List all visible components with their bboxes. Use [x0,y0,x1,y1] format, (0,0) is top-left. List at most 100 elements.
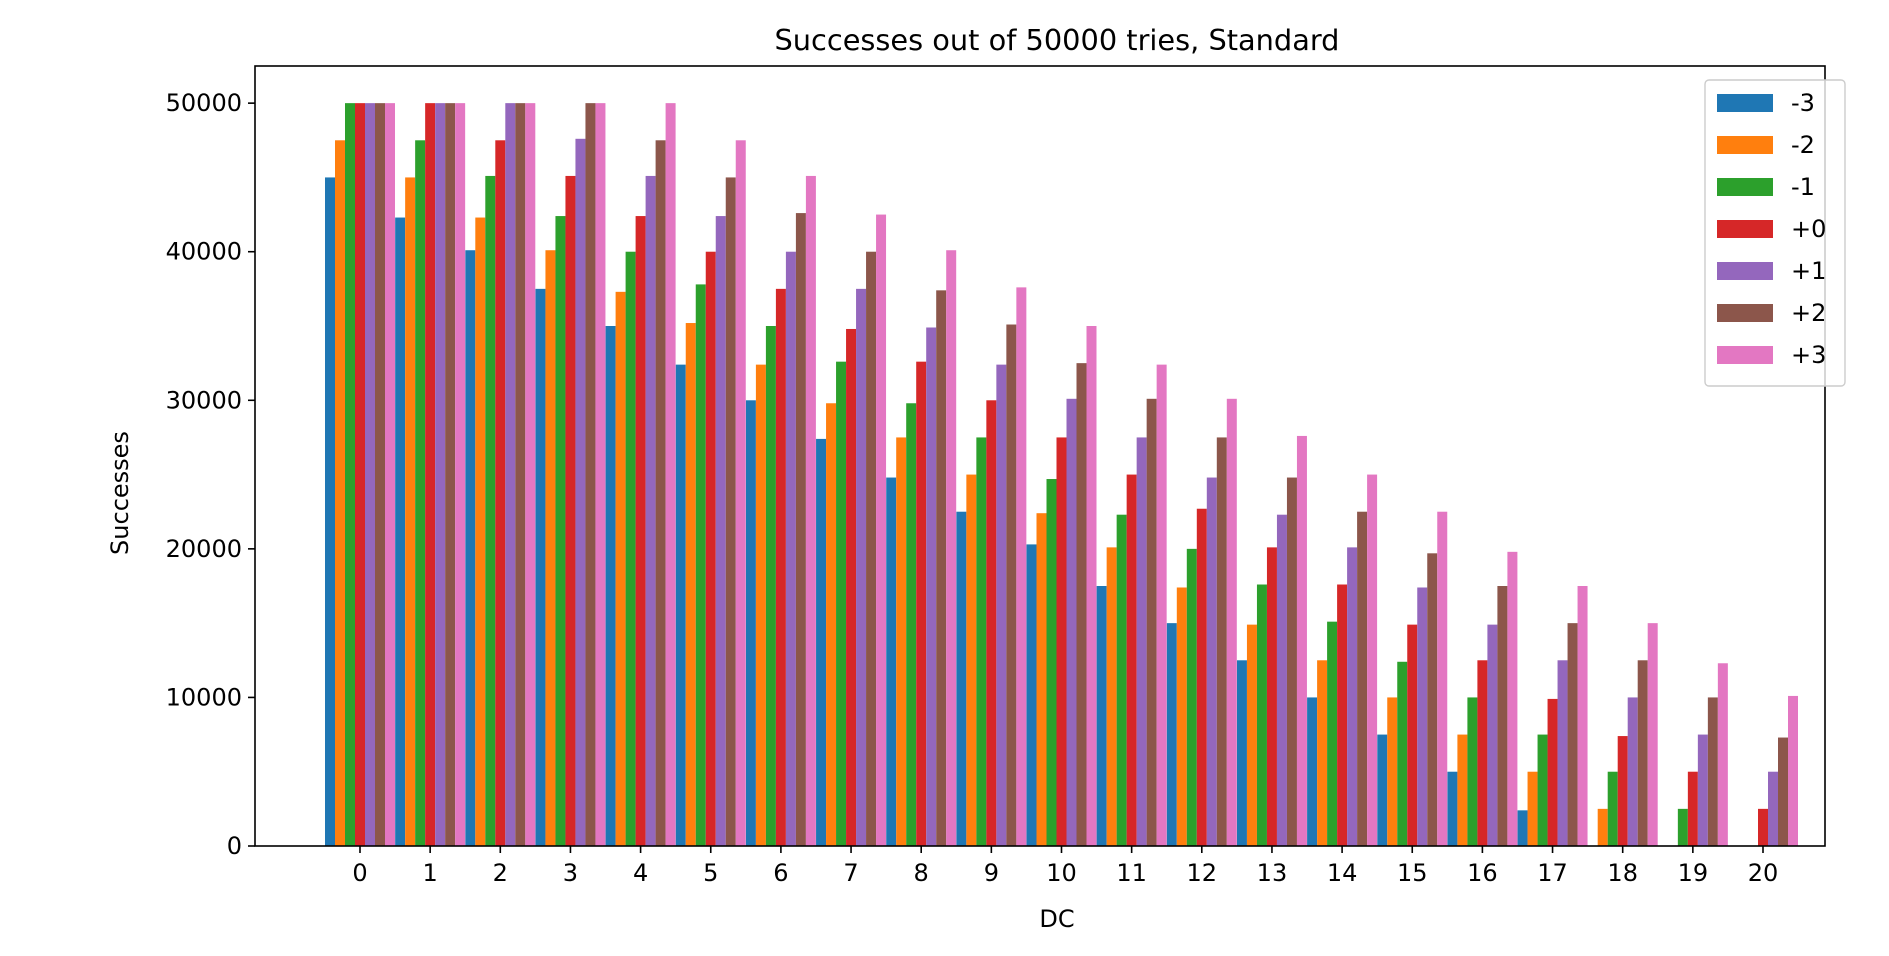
bar-dc0-series5 [375,103,385,846]
bar-dc16-series0 [1447,771,1458,846]
bar-dc6-series1 [755,364,766,846]
legend-swatch [1717,94,1773,112]
legend-label: +0 [1791,215,1826,243]
bar-dc20-series5 [1778,737,1788,846]
x-tick-label: 3 [563,859,578,887]
legend: -3 -2 -1 +0 +1 +2 +3 [1704,79,1846,387]
bar-dc18-series5 [1637,660,1648,846]
bar-dc18-series4 [1627,697,1638,846]
bar-dc4-series4 [645,175,656,846]
bar-dc11-series0 [1096,586,1107,846]
bar-dc13-series5 [1286,477,1297,846]
x-tick-label: 13 [1257,859,1288,887]
bar-dc14-series3 [1337,584,1348,846]
bar-dc14-series0 [1307,697,1318,846]
x-tick-label: 18 [1607,859,1638,887]
y-tick-label: 30000 [166,386,242,414]
bar-dc12-series0 [1166,623,1177,846]
legend-swatch [1717,346,1773,364]
bar-dc6-series3 [775,288,786,846]
bar-dc14-series1 [1317,660,1328,846]
bar-dc12-series6 [1226,398,1237,846]
bar-dc12-series5 [1216,437,1227,846]
bar-dc0-series3 [355,103,365,846]
bar-dc4-series1 [615,291,626,847]
bar-dc2-series6 [525,103,536,846]
bar-dc9-series1 [966,474,977,846]
bar-dc19-series5 [1707,697,1718,846]
x-tick-label: 0 [352,859,367,887]
bar-dc13-series3 [1266,547,1277,846]
bar-dc3-series1 [545,250,556,847]
bar-dc3-series0 [535,288,546,846]
bar-dc15-series2 [1397,661,1408,846]
x-tick-label: 8 [914,859,929,887]
bar-dc4-series6 [665,103,676,846]
legend-swatch [1717,220,1773,238]
bar-dc7-series4 [856,288,867,846]
legend-swatch [1717,136,1773,154]
y-tick-label: 10000 [166,683,242,711]
bar-dc1-series3 [425,103,436,846]
bar-dc16-series3 [1477,660,1488,846]
bar-dc15-series1 [1387,697,1398,846]
bar-dc14-series2 [1327,621,1338,846]
bar-dc10-series5 [1076,363,1087,846]
x-tick-label: 14 [1327,859,1358,887]
bar-dc5-series5 [725,177,736,846]
bar-dc4-series3 [635,216,646,846]
x-tick-label: 11 [1116,859,1147,887]
y-axis-label: Successes [106,431,134,555]
bar-dc17-series2 [1537,734,1548,846]
bar-dc6-series0 [745,400,756,846]
x-tick-label: 6 [773,859,788,887]
bar-dc18-series1 [1597,808,1608,846]
bar-dc2-series3 [495,140,506,847]
bar-dc9-series3 [986,400,997,846]
bar-dc6-series6 [805,175,816,846]
bar-dc0-series6 [385,103,395,846]
legend-swatch [1717,304,1773,322]
bar-dc5-series3 [705,251,716,846]
bar-dc10-series1 [1036,513,1047,846]
legend-label: +1 [1791,257,1826,285]
bar-dc15-series5 [1427,553,1438,846]
bar-dc18-series6 [1647,623,1658,846]
chart-title: Successes out of 50000 tries, Standard [775,23,1340,57]
bar-dc10-series2 [1046,479,1057,846]
bar-dc3-series2 [555,216,566,846]
bar-dc12-series2 [1186,548,1197,846]
bar-dc6-series4 [785,251,796,846]
legend-label: +2 [1791,299,1826,327]
bar-dc9-series6 [1016,287,1027,846]
bar-dc12-series4 [1206,477,1217,846]
bar-dc1-series5 [445,103,456,846]
bar-dc19-series4 [1697,734,1708,846]
bars-layer [325,103,1798,847]
legend-label: -3 [1791,89,1815,117]
bar-dc13-series4 [1276,514,1287,846]
bar-dc11-series6 [1156,364,1167,846]
bar-dc5-series2 [695,284,706,846]
bar-dc10-series3 [1056,437,1067,846]
bar-dc14-series6 [1367,474,1378,846]
bar-dc15-series6 [1437,511,1448,846]
bar-dc17-series0 [1517,810,1528,846]
x-tick-label: 12 [1187,859,1218,887]
bar-dc16-series4 [1487,624,1498,846]
bar-dc14-series5 [1357,511,1368,846]
bar-dc12-series3 [1196,508,1207,846]
bar-dc6-series2 [765,326,776,846]
bar-dc2-series4 [505,103,516,846]
x-tick-label: 4 [633,859,648,887]
bar-dc8-series5 [936,290,947,847]
bar-dc0-series4 [365,103,375,846]
bar-dc17-series1 [1527,771,1538,846]
x-tick-label: 2 [493,859,508,887]
bar-dc0-series2 [345,103,355,846]
bar-dc5-series4 [715,216,726,846]
bar-dc8-series3 [916,361,927,846]
legend-label: -2 [1791,131,1815,159]
bar-dc1-series6 [455,103,466,846]
x-axis-label: DC [1039,905,1074,933]
